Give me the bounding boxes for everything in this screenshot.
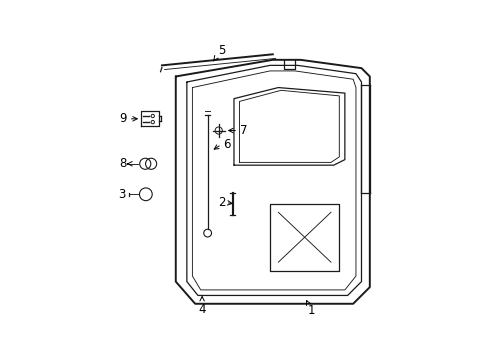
Text: 1: 1 (306, 301, 315, 317)
Text: 3: 3 (118, 188, 125, 201)
Text: 8: 8 (119, 157, 126, 170)
Text: 7: 7 (240, 124, 247, 137)
Text: 9: 9 (119, 112, 126, 125)
Text: 2: 2 (217, 196, 225, 209)
Text: 5: 5 (213, 44, 225, 61)
Text: 4: 4 (198, 297, 205, 316)
Text: 6: 6 (223, 138, 230, 151)
